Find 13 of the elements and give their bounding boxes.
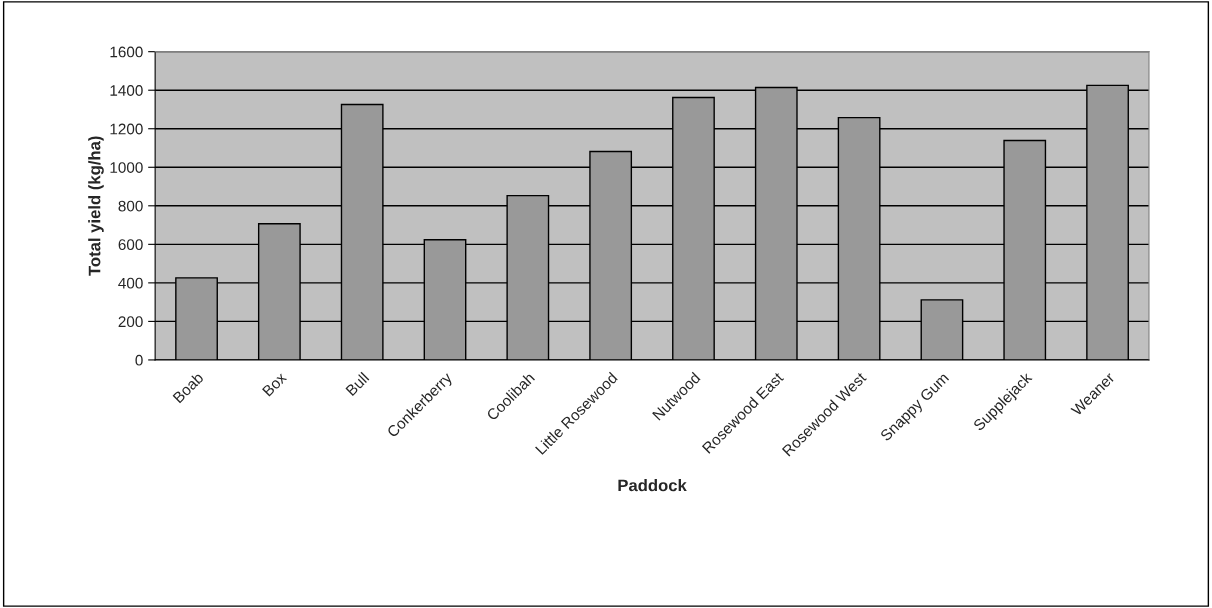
y-tick-label: 600 [118,239,143,251]
y-tick-label: 200 [118,316,143,328]
y-tick-label: 1600 [110,46,143,58]
x-tick-label: Box [262,371,288,397]
y-tick-label: 400 [118,277,143,289]
y-tick-label: 1200 [110,123,143,135]
x-axis-title: Paddock [618,479,687,492]
y-tick-label: 1400 [110,85,143,96]
x-tick-label: Bull [345,371,370,397]
y-tick-label: 0 [135,354,143,366]
y-tick-label: 800 [118,200,143,212]
y-tick-label: 1000 [110,162,143,173]
y-axis-title: Total yield (kg/ha) [88,136,104,276]
